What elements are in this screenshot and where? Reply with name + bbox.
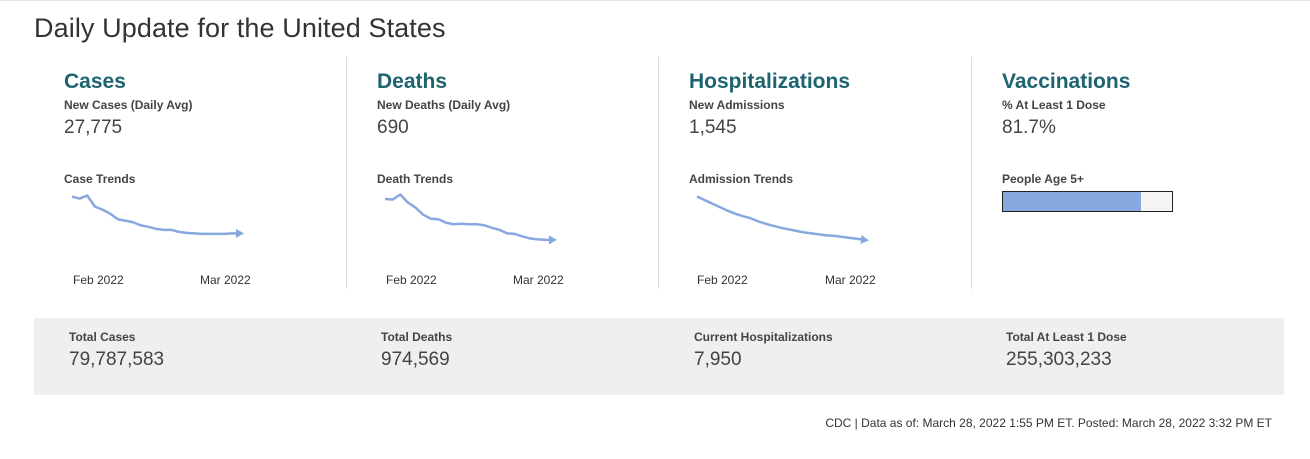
trend-line: [696, 195, 866, 242]
cases-metric-label: New Cases (Daily Avg): [64, 98, 193, 112]
trend-arrow-icon: [860, 234, 869, 244]
vaccinations-bar-label: People Age 5+: [1002, 172, 1084, 186]
vaccinations-title[interactable]: Vaccinations: [1002, 70, 1131, 93]
page-title: Daily Update for the United States: [34, 13, 446, 43]
hospitalizations-tick-mar: Mar 2022: [825, 273, 876, 287]
cases-trend-sparkline: [71, 194, 244, 238]
deaths-metric-value: 690: [377, 117, 409, 138]
total-at-least-one-dose-value: 255,303,233: [1006, 349, 1112, 370]
deaths-title[interactable]: Deaths: [377, 70, 448, 93]
total-deaths-label: Total Deaths: [381, 330, 453, 344]
total-at-least-one-dose-label: Total At Least 1 Dose: [1006, 330, 1127, 344]
deaths-trend-label: Death Trends: [377, 172, 454, 186]
totals-bar: Total Cases 79,787,583 Total Deaths 974,…: [34, 318, 1284, 395]
trend-arrow-icon: [549, 235, 557, 245]
deaths-tick-feb: Feb 2022: [386, 273, 437, 287]
hospitalizations-tick-feb: Feb 2022: [697, 273, 748, 287]
total-deaths-value: 974,569: [381, 349, 450, 370]
cases-title[interactable]: Cases: [64, 70, 126, 93]
trend-line: [384, 193, 553, 242]
hospitalizations-metric-label: New Admissions: [689, 98, 785, 112]
total-cases-label: Total Cases: [69, 330, 136, 344]
deaths-tick-mar: Mar 2022: [513, 273, 564, 287]
cases-tick-mar: Mar 2022: [200, 273, 251, 287]
current-hospitalizations-value: 7,950: [694, 349, 742, 370]
hospitalizations-metric-value: 1,545: [689, 117, 737, 138]
total-cases-value: 79,787,583: [69, 349, 165, 370]
hospitalizations-title[interactable]: Hospitalizations: [689, 70, 851, 93]
deaths-panel: Deaths New Deaths (Daily Avg) 690 Death …: [346, 57, 659, 289]
trend-line: [71, 194, 240, 236]
trend-arrow-icon: [236, 228, 244, 238]
cases-tick-feb: Feb 2022: [73, 273, 124, 287]
vaccination-progress-fill: [1003, 192, 1142, 211]
hospitalizations-panel: Hospitalizations New Admissions 1,545 Ad…: [658, 57, 971, 289]
hospitalizations-trend-label: Admission Trends: [689, 172, 794, 186]
deaths-trend-sparkline: [384, 193, 557, 245]
hospitalizations-trend-sparkline: [696, 195, 869, 244]
current-hospitalizations-label: Current Hospitalizations: [694, 330, 833, 344]
metric-columns: Cases New Cases (Daily Avg) 27,775 Case …: [34, 57, 1284, 289]
cases-trend-label: Case Trends: [64, 172, 136, 186]
vaccination-progress-bar: [1002, 191, 1173, 212]
vaccinations-metric-value: 81.7%: [1002, 117, 1056, 138]
cases-panel: Cases New Cases (Daily Avg) 27,775 Case …: [34, 57, 346, 289]
top-divider: [0, 0, 1310, 1]
cases-metric-value: 27,775: [64, 117, 123, 138]
vaccinations-metric-label: % At Least 1 Dose: [1002, 98, 1106, 112]
data-source-footer: CDC | Data as of: March 28, 2022 1:55 PM…: [825, 416, 1272, 430]
deaths-metric-label: New Deaths (Daily Avg): [377, 98, 511, 112]
vaccinations-panel: Vaccinations % At Least 1 Dose 81.7% Peo…: [971, 57, 1284, 289]
